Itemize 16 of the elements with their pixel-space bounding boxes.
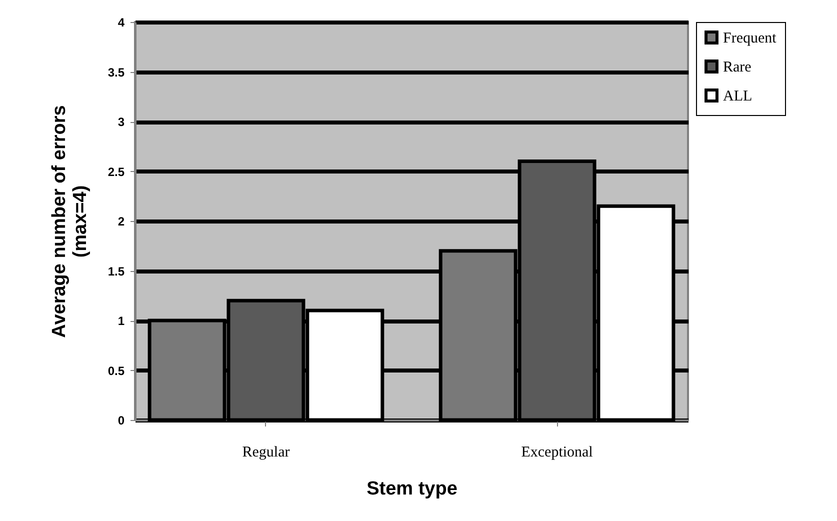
- legend-label: Rare: [723, 60, 752, 76]
- x-tick-label: Regular: [242, 444, 290, 460]
- legend-label: ALL: [723, 88, 752, 104]
- legend-label: Frequent: [723, 30, 778, 46]
- x-tick-label: Exceptional: [521, 444, 593, 460]
- y-tick-label: 3.5: [108, 65, 125, 80]
- y-tick-label: 4: [118, 16, 125, 30]
- y-tick-label: 1: [118, 314, 125, 328]
- y-axis-title: Average number of errors (max=4): [48, 105, 91, 338]
- x-axis-title: Stem type: [366, 478, 458, 500]
- y-tick-label: 3: [118, 115, 125, 129]
- y-tick-label: 1.5: [108, 264, 125, 278]
- y-tick-label: 0.5: [108, 364, 125, 378]
- y-tick-label: 2.5: [108, 164, 125, 179]
- y-tick-label: 2: [118, 214, 125, 228]
- y-tick-label: 0: [118, 414, 125, 428]
